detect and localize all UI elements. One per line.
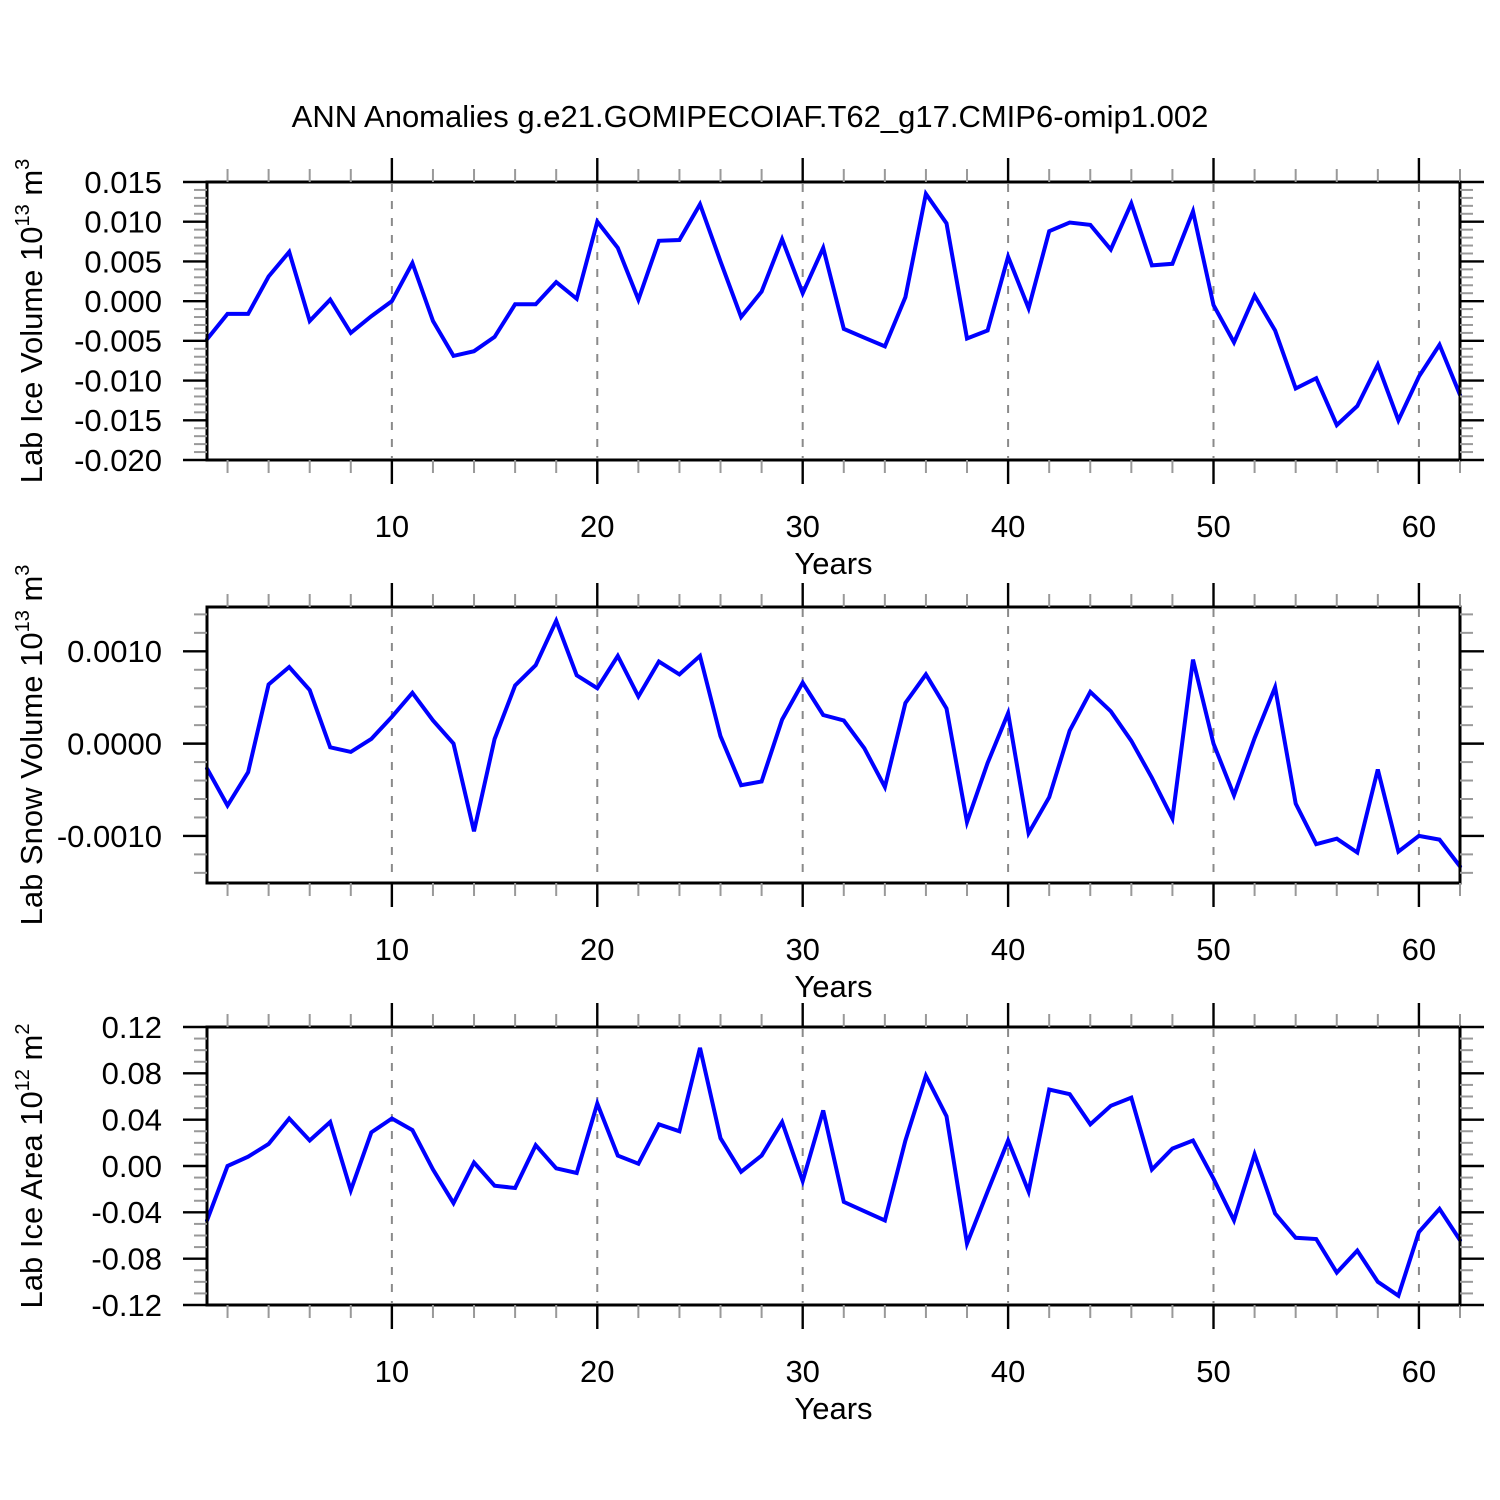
panel-3-yaxis-title: Lab Ice Area 1012 m2 bbox=[12, 1024, 49, 1309]
panel-3-xtick-label: 10 bbox=[375, 1354, 409, 1389]
panel-3-series-line bbox=[205, 1047, 1462, 1299]
panel-1-ytick-label: 0.015 bbox=[84, 165, 162, 200]
panel-3: 10 20 30 40 50 60 0.12 0.08 0.04 0.00 -0.04 -0.08 -0… bbox=[12, 1003, 1484, 1426]
panel-1-ytick-label: -0.015 bbox=[74, 403, 162, 438]
panel-1-ytick-label: -0.020 bbox=[74, 443, 162, 478]
panel-3-ytick-label: 0.00 bbox=[102, 1149, 162, 1184]
panel-2-xtick-label: 10 bbox=[375, 932, 409, 967]
panel-3-xtick-label: 60 bbox=[1402, 1354, 1436, 1389]
panel-1-xaxis-title: Years bbox=[794, 546, 872, 581]
panel-1-ytick-label: 0.010 bbox=[84, 205, 162, 240]
panel-1-xtick-label: 50 bbox=[1196, 509, 1230, 544]
panel-2-ytick-label: -0.0010 bbox=[57, 819, 162, 854]
panel-1-border bbox=[205, 180, 1462, 462]
panel-2-series-line bbox=[205, 615, 1462, 869]
panel-3-ytick-label: 0.12 bbox=[102, 1010, 162, 1045]
panel-3-ytick-label: 0.04 bbox=[102, 1103, 162, 1138]
panel-2-xtick-label: 60 bbox=[1402, 932, 1436, 967]
panel-1: 10 20 30 40 50 60 0.015 0.010 0.005 0.000 -0.005 -0… bbox=[12, 158, 1484, 581]
panel-2: 10 20 30 40 50 60 0.0010 0.0000 -0.0010 Years Lab … bbox=[12, 565, 1484, 1004]
panel-2-xaxis-title: Years bbox=[794, 969, 872, 1004]
panel-3-xtick-label: 40 bbox=[991, 1354, 1025, 1389]
panel-1-series-line bbox=[205, 188, 1462, 429]
panel-3-xtick-label: 50 bbox=[1196, 1354, 1230, 1389]
panel-1-xtick-label: 10 bbox=[375, 509, 409, 544]
panel-1-ytick-label: 0.005 bbox=[84, 244, 162, 279]
panel-3-border bbox=[205, 1025, 1462, 1307]
chart-title: ANN Anomalies g.e21.GOMIPECOIAF.T62_g17.… bbox=[291, 99, 1209, 134]
panel-3-ytick-label: -0.08 bbox=[91, 1242, 162, 1277]
panel-1-xtick-label: 30 bbox=[785, 509, 819, 544]
panel-3-xaxis-title: Years bbox=[794, 1391, 872, 1426]
panel-1-ytick-label: 0.000 bbox=[84, 284, 162, 319]
panel-2-ytick-label: 0.0010 bbox=[67, 634, 162, 669]
panel-2-xtick-label: 20 bbox=[580, 932, 614, 967]
panel-3-xtick-label: 30 bbox=[785, 1354, 819, 1389]
panel-2-xtick-label: 40 bbox=[991, 932, 1025, 967]
panel-2-ytick-label: 0.0000 bbox=[67, 726, 162, 761]
panel-2-border bbox=[205, 605, 1462, 885]
panel-3-ytick-label: 0.08 bbox=[102, 1056, 162, 1091]
panel-1-xtick-label: 40 bbox=[991, 509, 1025, 544]
panel-1-ytick-label: -0.010 bbox=[74, 363, 162, 398]
panel-1-yaxis-title: Lab Ice Volume 1013 m3 bbox=[12, 159, 49, 484]
panel-2-xtick-label: 30 bbox=[785, 932, 819, 967]
panel-1-ytick-label: -0.005 bbox=[74, 324, 162, 359]
panel-2-yaxis-title: Lab Snow Volume 1013 m3 bbox=[12, 565, 49, 926]
panel-3-ytick-label: -0.04 bbox=[91, 1195, 162, 1230]
panel-1-xtick-label: 20 bbox=[580, 509, 614, 544]
panel-3-xtick-label: 20 bbox=[580, 1354, 614, 1389]
panel-1-xtick-label: 60 bbox=[1402, 509, 1436, 544]
panel-3-ytick-label: -0.12 bbox=[91, 1288, 162, 1323]
panel-2-xtick-label: 50 bbox=[1196, 932, 1230, 967]
